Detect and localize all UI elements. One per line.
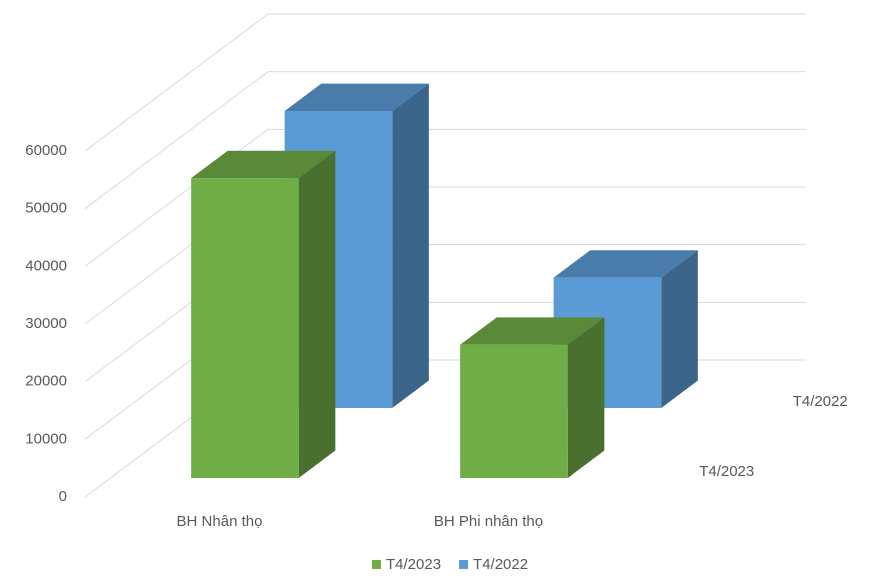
legend-label: T4/2022 [473, 556, 528, 573]
grid-line [84, 71, 269, 210]
y-tick-label: 40000 [25, 257, 67, 274]
depth-label: T4/2022 [793, 393, 848, 410]
bar-top [460, 317, 605, 345]
y-tick-label: 50000 [25, 200, 67, 217]
legend: T4/2023 T4/2022 [372, 556, 528, 573]
x-tick-label: BH Phi nhân thọ [434, 513, 543, 530]
y-tick-label: 60000 [25, 142, 67, 159]
y-tick-label: 20000 [25, 373, 67, 390]
y-tick-label: 30000 [25, 315, 67, 332]
grid-line [84, 13, 269, 152]
bar-side [661, 250, 698, 408]
depth-label: T4/2023 [699, 463, 754, 480]
bar-side [298, 150, 336, 478]
legend-swatch [372, 560, 381, 569]
bar [460, 317, 605, 478]
bar-side [392, 83, 429, 408]
bar-top [191, 150, 336, 179]
y-tick-label: 10000 [25, 430, 67, 447]
y-tick-label: 0 [59, 488, 67, 505]
bar-top [284, 83, 429, 111]
legend-label: T4/2023 [386, 556, 441, 573]
bar-front [191, 178, 299, 478]
bar-top [553, 250, 698, 278]
bar-front [460, 344, 568, 478]
bar-side [567, 317, 605, 478]
bar [191, 150, 336, 478]
x-tick-label: BH Nhân thọ [177, 513, 263, 530]
legend-swatch [459, 560, 469, 569]
